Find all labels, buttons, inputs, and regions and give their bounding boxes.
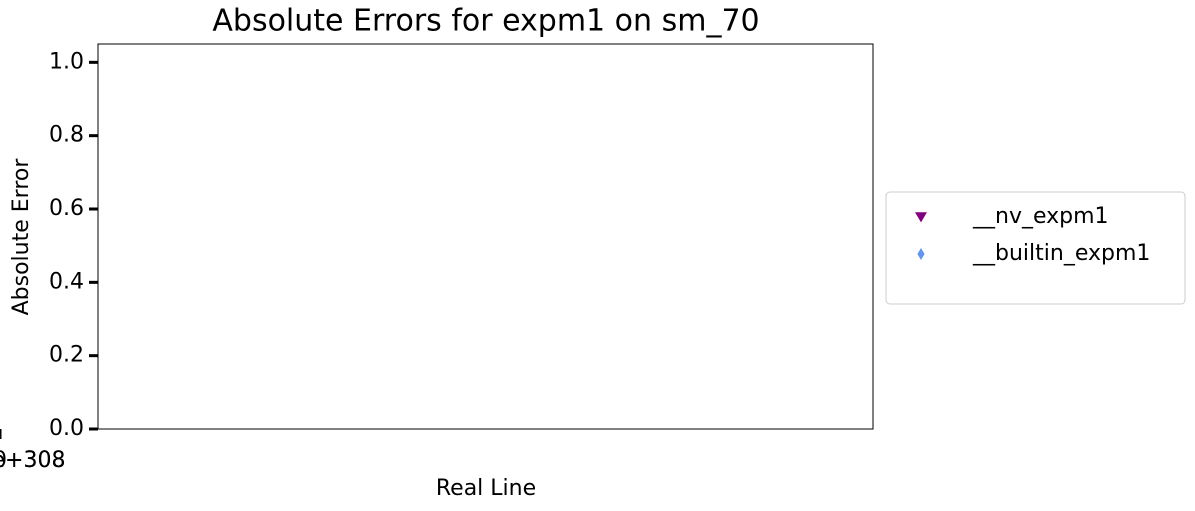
legend-label: __nv_expm1 [972, 204, 1109, 229]
legend-marker [917, 248, 925, 260]
x-tick-label: -1.80e+308 [0, 448, 65, 473]
y-tick-label: 0.6 [49, 196, 84, 221]
plot-frame [97, 43, 874, 430]
legend-marker [915, 212, 927, 223]
x-tick-label: -1.80e+308 [0, 448, 65, 473]
legend-box [885, 191, 1186, 305]
legend-label: __builtin_expm1 [972, 241, 1150, 266]
chart-title: Absolute Errors for expm1 on sm_70 [212, 4, 759, 39]
y-tick-label: 0.2 [49, 343, 84, 368]
y-axis-label: Absolute Error [9, 158, 34, 316]
x-axis-label: Real Line [436, 476, 536, 501]
x-tick-label: 0 [0, 448, 7, 473]
y-tick-label: 0.0 [49, 416, 84, 441]
y-tick-label: 0.8 [49, 123, 84, 148]
y-tick-label: 1.0 [49, 49, 84, 74]
y-tick-label: 0.4 [49, 269, 84, 294]
